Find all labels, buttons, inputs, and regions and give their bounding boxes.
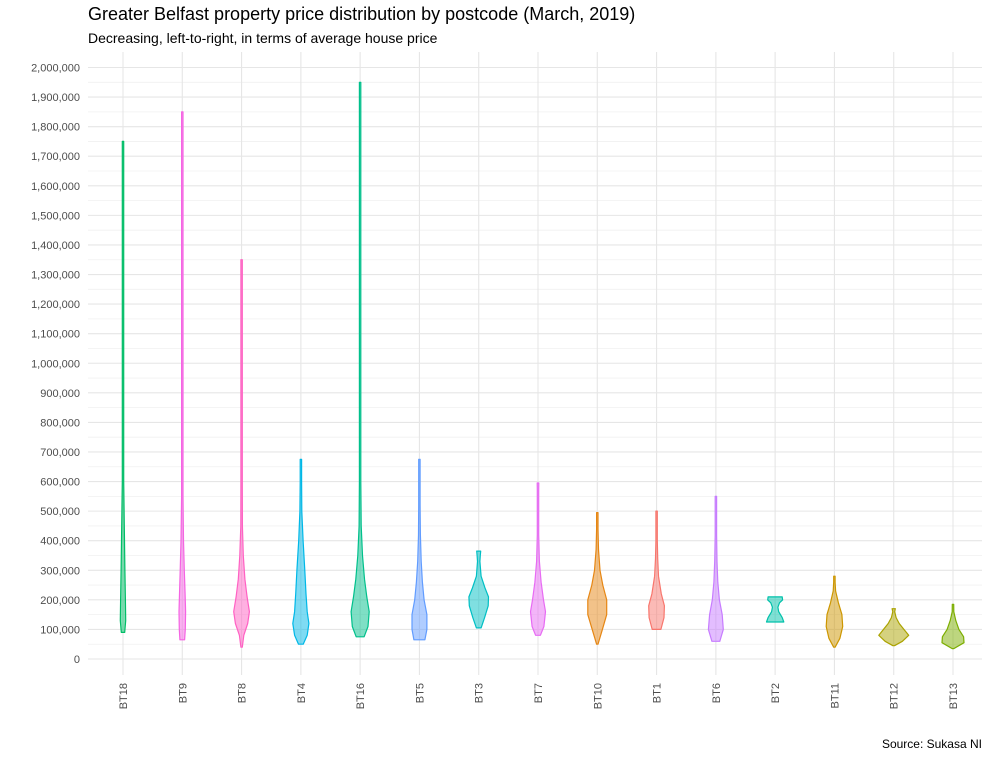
chart-caption: Source: Sukasa NI — [881, 737, 982, 751]
x-tick-label: BT2 — [770, 683, 782, 703]
x-tick-label: BT7 — [533, 683, 545, 703]
y-tick-label: 1,800,000 — [31, 122, 80, 134]
violin-bt8 — [233, 259, 250, 648]
chart-title: Greater Belfast property price distribut… — [88, 4, 636, 24]
x-tick-label: BT9 — [177, 683, 189, 703]
y-tick-label: 600,000 — [40, 477, 80, 489]
x-tick-label: BT10 — [592, 683, 604, 709]
y-tick-label: 900,000 — [40, 388, 80, 400]
y-tick-label: 500,000 — [40, 506, 80, 518]
violin-bt1 — [648, 510, 665, 630]
violins — [119, 81, 965, 650]
y-tick-label: 0 — [74, 654, 80, 666]
x-tick-label: BT1 — [652, 683, 664, 703]
x-tick-label: BT4 — [296, 683, 308, 703]
y-tick-label: 1,400,000 — [31, 240, 80, 252]
y-tick-label: 300,000 — [40, 565, 80, 577]
x-tick-label: BT13 — [948, 683, 960, 709]
violin-bt2 — [765, 596, 785, 623]
x-axis: BT18 BT9 BT8 BT4 BT16 BT5 BT3 BT7 BT10 BT1 BT6 BT2 B… — [118, 683, 960, 709]
y-tick-label: 700,000 — [40, 447, 80, 459]
y-tick-label: 1,700,000 — [31, 151, 80, 163]
y-tick-label: 1,200,000 — [31, 299, 80, 311]
violin-bt16 — [350, 81, 370, 638]
y-tick-label: 1,100,000 — [31, 329, 80, 341]
violin-bt3 — [468, 550, 490, 629]
violin-bt12 — [878, 608, 910, 647]
x-tick-label: BT5 — [414, 683, 426, 703]
violin-bt4 — [292, 458, 310, 645]
y-tick-label: 400,000 — [40, 536, 80, 548]
x-tick-label: BT11 — [829, 683, 841, 708]
violin-bt7 — [529, 482, 547, 636]
y-tick-label: 1,300,000 — [31, 270, 80, 282]
violin-bt5 — [411, 458, 428, 641]
x-tick-label: BT16 — [355, 683, 367, 709]
x-tick-label: BT6 — [711, 683, 723, 703]
y-tick-label: 1,500,000 — [31, 210, 80, 222]
violin-bt6 — [707, 495, 724, 642]
y-tick-label: 100,000 — [40, 624, 80, 636]
chart-subtitle: Decreasing, left-to-right, in terms of a… — [88, 30, 438, 46]
y-tick-label: 1,000,000 — [31, 358, 80, 370]
violin-bt18 — [119, 140, 127, 633]
y-axis: 0 100,000 200,000 300,000 400,000 500,000 600,… — [31, 63, 80, 667]
y-tick-label: 800,000 — [40, 417, 80, 429]
y-tick-label: 200,000 — [40, 595, 80, 607]
violin-bt10 — [587, 512, 608, 645]
y-tick-label: 1,900,000 — [31, 92, 80, 104]
x-tick-label: BT18 — [118, 683, 130, 709]
violin-bt13 — [941, 603, 965, 650]
y-tick-label: 1,600,000 — [31, 181, 80, 193]
x-tick-label: BT8 — [237, 683, 249, 703]
y-tick-label: 2,000,000 — [31, 63, 80, 75]
violin-bt9 — [178, 111, 187, 641]
x-tick-label: BT12 — [889, 683, 901, 709]
violin-bt11 — [825, 575, 844, 648]
x-tick-label: BT3 — [474, 683, 486, 703]
